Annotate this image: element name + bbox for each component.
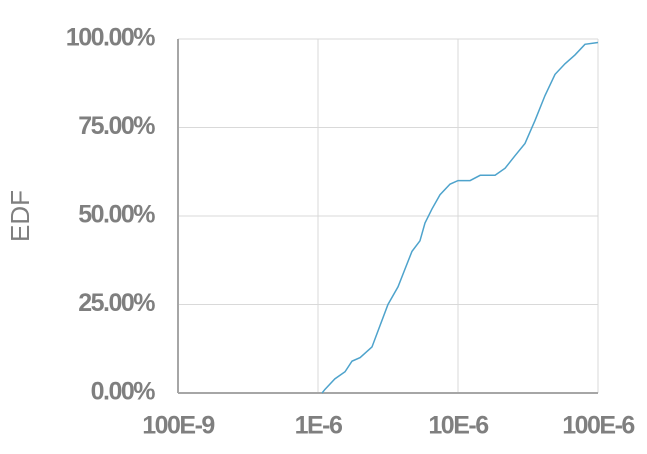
y-tick-label: 50.00% [78, 201, 155, 229]
x-tick-label: 100E-6 [562, 412, 634, 440]
x-tick-label: 100E-9 [142, 412, 214, 440]
x-tick-label: 1E-6 [295, 412, 342, 440]
x-tick-label: 10E-6 [428, 412, 488, 440]
y-tick-label: 0.00% [91, 378, 156, 406]
y-tick-label: 100.00% [66, 24, 155, 52]
y-axis-title: EDF [5, 190, 35, 242]
y-tick-label: 75.00% [78, 112, 155, 140]
y-tick-label: 25.00% [78, 289, 155, 317]
edf-line [321, 41, 599, 394]
